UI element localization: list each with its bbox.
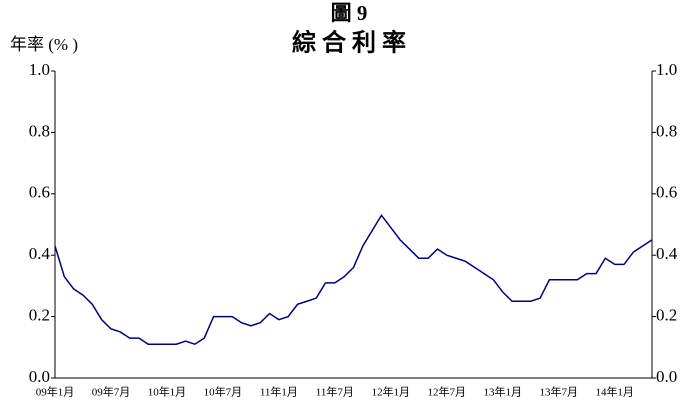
y-tick-label: 0.4 (29, 244, 51, 263)
y2-tick-label: 1.0 (656, 60, 677, 79)
x-tick-label: 11年7月 (316, 385, 354, 399)
y-axis-label: 年率 (% ) (10, 35, 78, 54)
x-tick-label: 10年1月 (148, 385, 187, 399)
chart-title: 圖 9 (331, 1, 368, 25)
x-tick-label: 12年1月 (372, 385, 411, 399)
x-tick-label: 11年1月 (260, 385, 298, 399)
y-tick-label: 1.0 (29, 60, 50, 79)
y2-tick-label: 0.0 (656, 367, 677, 386)
y2-tick-label: 0.6 (656, 183, 677, 202)
y2-tick-label: 0.8 (656, 121, 677, 140)
x-tick-label: 13年1月 (484, 385, 523, 399)
y-tick-label: 0.2 (29, 306, 50, 325)
x-tick-label: 12年7月 (428, 385, 467, 399)
y2-tick-label: 0.2 (656, 306, 677, 325)
x-tick-label: 09年1月 (36, 385, 75, 399)
chart-subtitle: 綜 合 利 率 (292, 29, 406, 57)
y2-tick-label: 0.4 (656, 244, 678, 263)
x-tick-label: 14年1月 (595, 385, 634, 399)
x-tick-label: 13年7月 (539, 385, 578, 399)
x-tick-label: 09年7月 (92, 385, 131, 399)
y-tick-label: 0.8 (29, 121, 50, 140)
x-tick-label: 10年7月 (204, 385, 243, 399)
y-tick-label: 0.0 (29, 367, 50, 386)
y-tick-label: 0.6 (29, 183, 50, 202)
line-series (54, 213, 653, 346)
